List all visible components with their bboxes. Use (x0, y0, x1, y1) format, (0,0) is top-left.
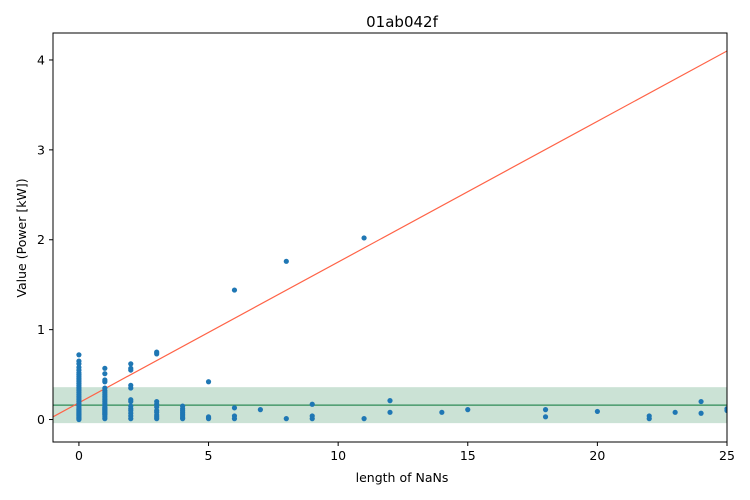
y-tick-label: 3 (37, 142, 45, 157)
data-point (128, 416, 134, 422)
data-point (698, 398, 704, 405)
chart-title: 01ab042f (366, 13, 438, 31)
data-point (102, 379, 108, 385)
x-axis: 0 5 10 15 20 25 (75, 442, 735, 463)
points-layer (76, 235, 727, 423)
data-point (283, 416, 289, 422)
data-point (387, 409, 393, 415)
data-point (128, 367, 134, 373)
data-point (205, 416, 212, 422)
data-point (128, 385, 134, 391)
data-point (698, 410, 704, 416)
data-point (594, 408, 600, 415)
data-point (128, 361, 134, 367)
x-tick-label: 25 (719, 448, 735, 463)
y-axis-label: Value (Power [kW]) (14, 178, 29, 297)
data-point (76, 361, 82, 367)
x-axis-label: length of NaNs (356, 470, 449, 485)
data-point (283, 258, 289, 264)
x-tick-label: 15 (460, 448, 476, 463)
data-point (231, 416, 238, 422)
x-tick-label: 0 (75, 448, 83, 463)
data-point (646, 416, 652, 422)
data-point (102, 365, 108, 371)
data-point (231, 287, 238, 293)
data-point (361, 235, 367, 241)
data-point (154, 351, 160, 357)
y-tick-label: 2 (37, 232, 45, 247)
data-point (128, 398, 134, 405)
data-point (154, 416, 160, 422)
data-point (724, 407, 727, 414)
data-point (465, 407, 471, 413)
data-point (154, 404, 160, 410)
y-tick-label: 1 (37, 322, 45, 337)
data-point (76, 416, 82, 423)
regression-line (53, 50, 727, 418)
data-point (542, 414, 549, 420)
data-point (309, 416, 315, 422)
y-tick-label: 4 (37, 52, 45, 67)
data-point (231, 405, 238, 411)
data-point (102, 416, 108, 422)
band-layer (53, 387, 727, 424)
data-point (76, 352, 82, 358)
data-point (257, 407, 263, 413)
x-tick-label: 20 (589, 448, 605, 463)
y-tick-label: 0 (37, 412, 45, 427)
x-tick-label: 10 (330, 448, 346, 463)
data-point (102, 371, 108, 377)
x-tick-label: 5 (205, 448, 213, 463)
fit-layer (53, 50, 727, 418)
data-point (387, 398, 393, 404)
data-point (205, 379, 212, 385)
data-point (542, 407, 549, 413)
plot-frame (52, 32, 728, 443)
y-axis: 0 1 2 3 4 (37, 52, 53, 427)
data-point (309, 401, 315, 407)
data-point (439, 409, 445, 415)
data-point (361, 416, 367, 422)
data-point (180, 416, 186, 422)
data-point (672, 409, 678, 415)
